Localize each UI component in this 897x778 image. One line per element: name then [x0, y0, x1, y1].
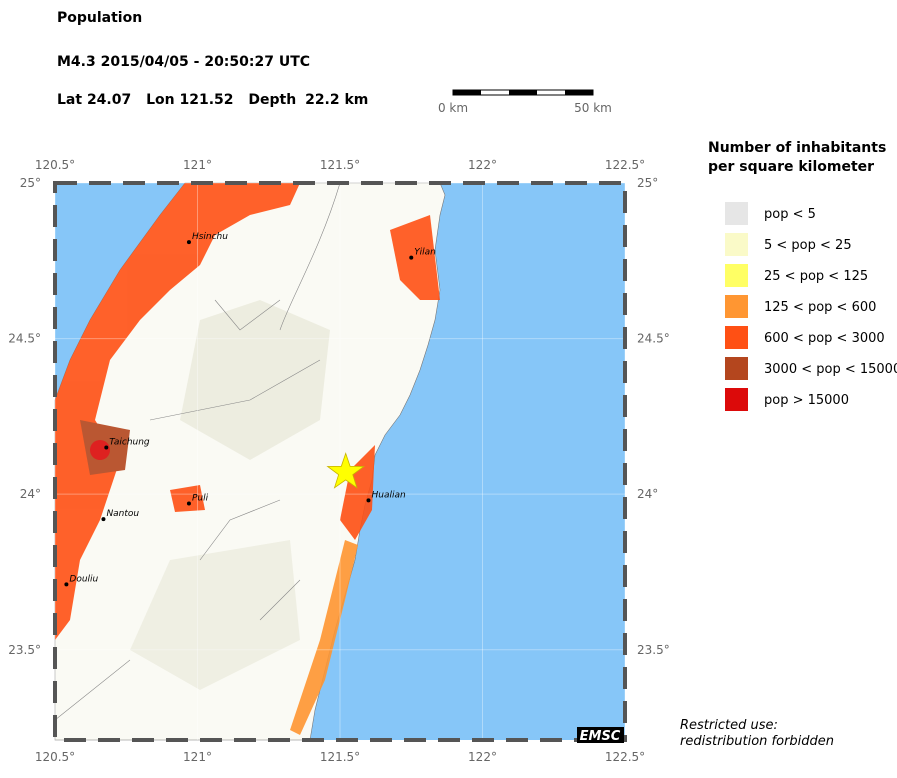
legend-label: 125 < pop < 600 — [764, 300, 876, 315]
city-label: Hsinchu — [192, 232, 228, 242]
legend-title: per square kilometer — [708, 159, 874, 175]
boundaries — [54, 182, 341, 721]
legend-swatch — [725, 388, 748, 411]
y-tick-label: 24.5° — [637, 332, 670, 346]
frame — [53, 181, 627, 742]
notice: redistribution forbidden — [680, 734, 834, 749]
city-label: Yilan — [414, 248, 436, 258]
legend-title: Number of inhabitants — [708, 140, 886, 156]
legend-swatch — [725, 326, 748, 349]
legend-label: pop < 5 — [764, 207, 816, 222]
x-tick-label: 120.5° — [35, 750, 75, 764]
legend-swatch — [725, 357, 748, 380]
legend-swatch — [725, 295, 748, 318]
legend: Number of inhabitants per square kilomet… — [708, 140, 897, 411]
y-tick-label: 23.5° — [8, 643, 41, 657]
legend-swatch — [725, 233, 748, 256]
legend-label: pop > 15000 — [764, 393, 849, 408]
credit: EMSC — [580, 729, 621, 744]
lat: 24.07 — [87, 92, 131, 108]
map: Hsinchu Yilan Taichung Puli Nantou Douliu Hual… — [53, 181, 627, 744]
x-tick-label: 122° — [468, 158, 497, 172]
legend-label: 25 < pop < 125 — [764, 269, 868, 284]
location: Lat 24.07 Lon 121.52 Depth 22.2 km — [57, 92, 368, 108]
x-tick-label: 122.5° — [605, 750, 645, 764]
scale-bar: 0 km 50 km — [438, 89, 612, 115]
event: M4.3 2015/04/05 - 20:50:27 UTC — [57, 54, 310, 70]
x-tick-label: 121.5° — [320, 750, 360, 764]
depth: 22.2 — [305, 92, 340, 108]
city-dot — [366, 498, 371, 503]
lon-label: Lon — [146, 92, 175, 108]
legend-label: 3000 < pop < 15000 — [764, 362, 897, 377]
city-dot — [101, 517, 106, 522]
y-tick-label: 24.5° — [8, 332, 41, 346]
notice: Restricted use: — [680, 718, 778, 733]
city-label: Douliu — [69, 574, 98, 584]
city-label: Puli — [192, 494, 209, 504]
city-label: Nantou — [106, 509, 139, 519]
city-dot — [186, 240, 191, 245]
city-dot — [186, 501, 191, 506]
x-tick-label: 121° — [183, 158, 212, 172]
legend-label: 5 < pop < 25 — [764, 238, 852, 253]
x-tick-label: 121° — [183, 750, 212, 764]
legend-swatch — [725, 202, 748, 225]
epicenter — [326, 452, 365, 489]
x-tick-label: 120.5° — [35, 158, 75, 172]
legend-swatch — [725, 264, 748, 287]
y-tick-label: 25° — [20, 176, 41, 190]
y-tick-label: 24° — [20, 487, 41, 501]
city-dot — [409, 255, 414, 260]
lat-label: Lat — [57, 92, 82, 108]
y-tick-label: 23.5° — [637, 643, 670, 657]
x-tick-label: 121.5° — [320, 158, 360, 172]
city-label: Taichung — [109, 437, 150, 447]
y-tick-label: 25° — [637, 176, 658, 190]
credit-box — [577, 727, 624, 743]
city-dot — [64, 582, 69, 587]
lon: 121.52 — [180, 92, 234, 108]
depth-unit: km — [345, 92, 369, 108]
city-label: Hualian — [372, 490, 407, 500]
scale-end: 50 km — [574, 101, 612, 115]
city-dot — [104, 445, 109, 450]
title: Population — [57, 10, 142, 26]
depth-label: Depth — [248, 92, 296, 108]
y-tick-label: 24° — [637, 487, 658, 501]
x-tick-label: 122° — [468, 750, 497, 764]
scale-start: 0 km — [438, 101, 468, 115]
legend-label: 600 < pop < 3000 — [764, 331, 885, 346]
x-tick-label: 122.5° — [605, 158, 645, 172]
population-patches — [55, 183, 440, 735]
